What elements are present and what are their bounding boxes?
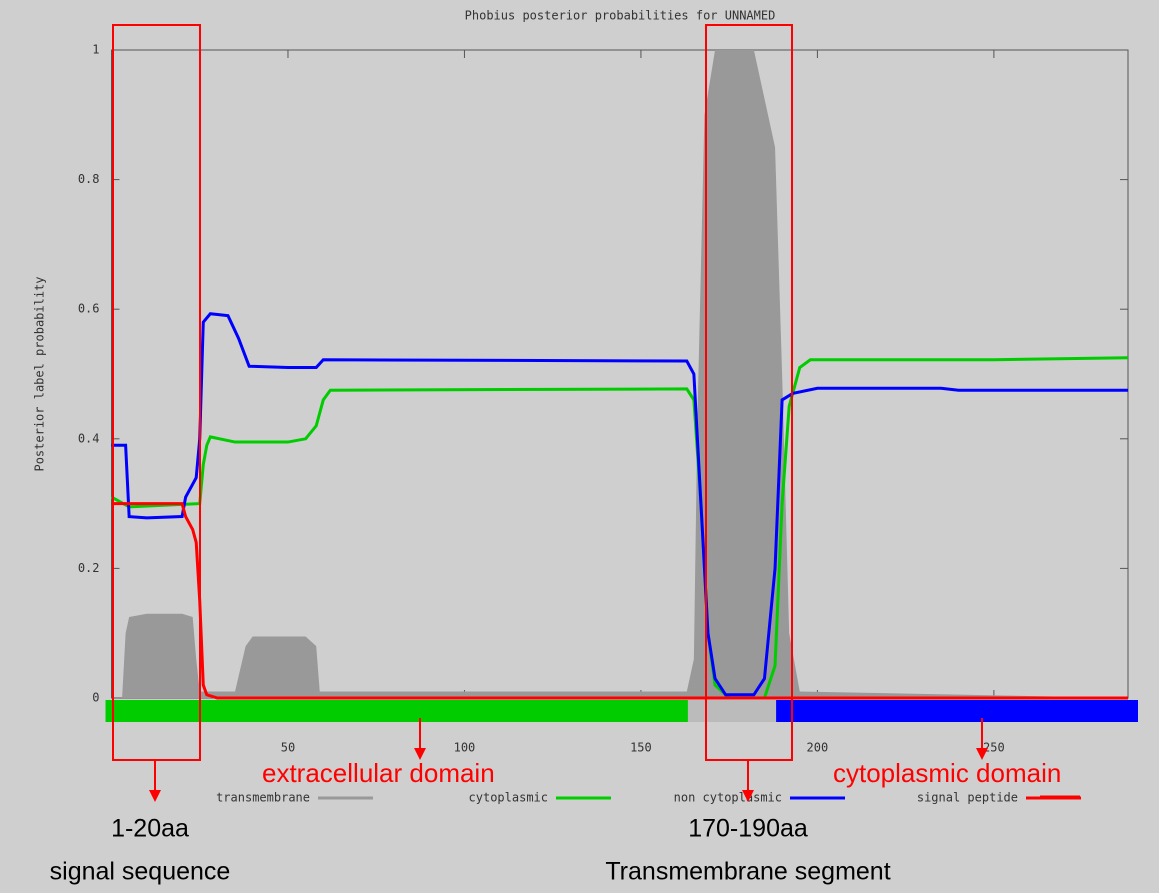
annotation: Transmembrane segment [605,858,890,886]
legend-label: cytoplasmic [469,791,548,805]
legend-label: transmembrane [216,791,310,805]
y-tick-label: 1 [92,43,99,57]
annotation: 1-20aa [111,815,189,843]
y-tick-label: 0.6 [78,302,100,316]
x-tick-label: 100 [454,741,476,755]
x-tick-label: 250 [983,741,1005,755]
chart: Phobius posterior probabilities for UNNA… [0,0,1159,893]
topology-segment [776,700,1138,722]
chart-title: Phobius posterior probabilities for UNNA… [465,9,776,23]
y-tick-label: 0 [92,691,99,705]
y-axis-label: Posterior label probability [33,276,47,471]
topology-segment [688,700,782,722]
topology-segment [106,700,694,722]
legend-label: non cytoplasmic [674,791,782,805]
annotation: extracellular domain [262,758,495,788]
annotation: 170-190aa [688,815,808,843]
y-tick-label: 0.4 [78,431,100,445]
legend-label: signal peptide [917,791,1018,805]
x-tick-label: 150 [630,741,652,755]
y-tick-label: 0.2 [78,561,100,575]
annotation: cytoplasmic domain [833,758,1061,788]
y-tick-label: 0.8 [78,172,100,186]
x-tick-label: 50 [281,741,295,755]
x-tick-label: 200 [807,741,829,755]
annotation: signal sequence [50,858,231,886]
